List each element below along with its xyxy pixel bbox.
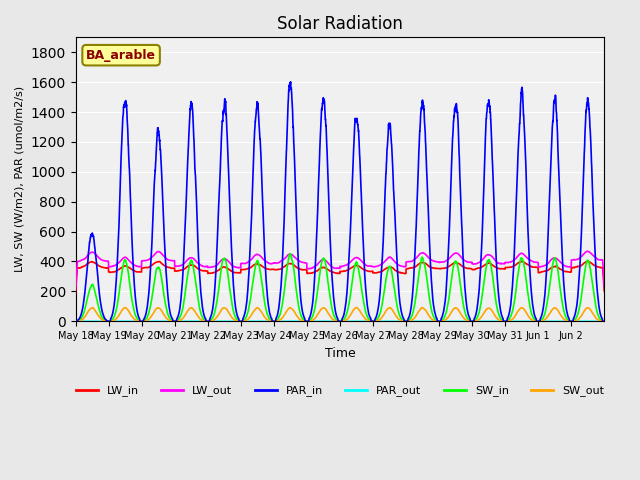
PAR_out [511,318,518,324]
PAR_out [525,318,532,324]
SW_out [353,305,360,311]
SW_in [388,269,396,275]
PAR_out [485,318,493,324]
LW_out [388,255,396,261]
SW_in [360,298,367,303]
LW_out [181,260,189,265]
SW_in [485,258,493,264]
Text: BA_arable: BA_arable [86,48,156,62]
LW_in [518,259,526,264]
PAR_out [88,318,96,324]
PAR_in [72,318,79,324]
Y-axis label: LW, SW (W/m2), PAR (umol/m2/s): LW, SW (W/m2), PAR (umol/m2/s) [15,86,25,272]
SW_out [72,318,79,324]
SW_in [525,295,532,300]
PAR_in [600,318,608,324]
SW_out [525,313,532,319]
PAR_in [511,238,518,244]
LW_in [360,266,367,272]
SW_out [600,318,608,324]
LW_in [525,262,532,268]
PAR_in [181,225,189,230]
PAR_in [360,244,367,250]
LW_in [600,288,608,294]
LW_in [511,263,518,268]
LW_out [600,284,608,289]
SW_out [485,305,493,311]
Line: PAR_in: PAR_in [76,82,604,321]
Line: LW_in: LW_in [76,262,604,293]
LW_out [360,260,367,266]
SW_in [181,290,189,296]
PAR_out [72,318,79,324]
LW_out [584,248,591,254]
PAR_in [525,238,532,244]
SW_in [600,318,608,324]
SW_in [72,318,79,324]
Legend: LW_in, LW_out, PAR_in, PAR_out, SW_in, SW_out: LW_in, LW_out, PAR_in, PAR_out, SW_in, S… [71,381,609,401]
Title: Solar Radiation: Solar Radiation [277,15,403,33]
LW_in [181,265,189,271]
PAR_in [388,145,396,151]
SW_out [181,312,189,318]
SW_in [511,296,518,302]
SW_out [511,314,518,320]
LW_in [388,264,396,270]
LW_in [485,260,493,266]
LW_out [485,252,493,258]
SW_out [360,313,367,319]
LW_out [72,287,79,293]
PAR_out [600,318,608,324]
SW_out [388,306,396,312]
PAR_out [360,318,367,324]
Line: LW_out: LW_out [76,251,604,290]
PAR_out [388,318,396,324]
PAR_in [485,98,493,104]
PAR_out [181,318,189,324]
LW_out [511,257,518,263]
Line: SW_in: SW_in [76,253,604,321]
Line: SW_out: SW_out [76,308,604,321]
SW_in [286,251,294,256]
LW_in [72,290,79,296]
X-axis label: Time: Time [324,347,355,360]
PAR_in [287,79,294,84]
LW_out [524,256,532,262]
